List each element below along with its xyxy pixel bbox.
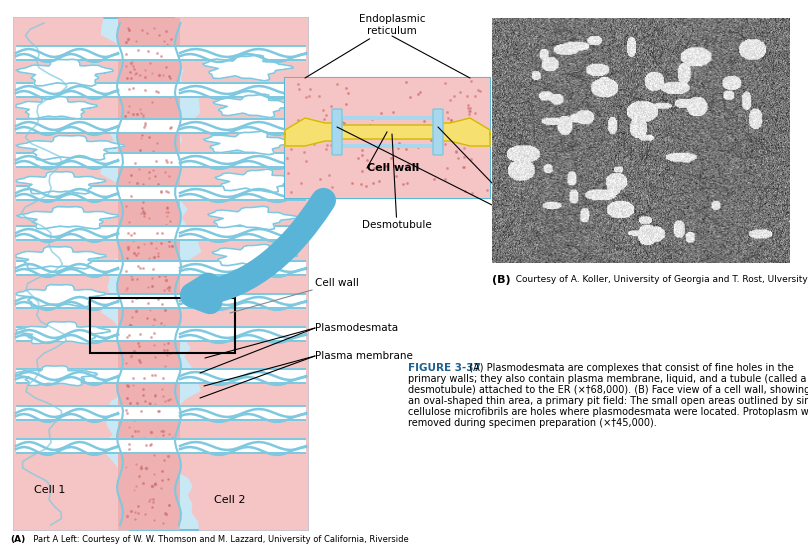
Text: (A) Plasmodesmata are complexes that consist of fine holes in the: (A) Plasmodesmata are complexes that con… bbox=[463, 363, 793, 373]
FancyBboxPatch shape bbox=[332, 109, 342, 155]
Bar bbox=[337, 78, 438, 198]
Text: Cell 2: Cell 2 bbox=[214, 495, 246, 505]
Polygon shape bbox=[285, 118, 337, 146]
Text: Cell 1: Cell 1 bbox=[34, 485, 65, 495]
Bar bbox=[16, 45, 306, 47]
Polygon shape bbox=[16, 247, 107, 269]
Text: Courtesy of A. Koller, University of Georgia and T. Rost, Ulversity of Californi: Courtesy of A. Koller, University of Geo… bbox=[510, 275, 808, 284]
Bar bbox=[14, 18, 308, 530]
Polygon shape bbox=[438, 118, 490, 146]
Polygon shape bbox=[212, 244, 297, 268]
Bar bbox=[16, 225, 306, 227]
Text: an oval-shaped thin area, a primary pit field: The small open areas outlined by : an oval-shaped thin area, a primary pit … bbox=[408, 396, 808, 406]
Bar bbox=[118, 18, 180, 530]
Bar bbox=[16, 438, 306, 440]
Bar bbox=[16, 452, 306, 454]
Bar bbox=[16, 185, 306, 187]
Bar bbox=[16, 274, 306, 276]
Bar bbox=[16, 382, 306, 384]
Text: desmotubule) attached to the ER (×†68,000). (B) Face view of a cell wall, showin: desmotubule) attached to the ER (×†68,00… bbox=[408, 385, 808, 395]
Text: (B): (B) bbox=[492, 275, 511, 285]
Bar bbox=[16, 199, 306, 201]
FancyArrowPatch shape bbox=[192, 200, 323, 302]
Bar bbox=[16, 307, 306, 309]
Bar bbox=[16, 59, 306, 61]
Bar bbox=[16, 405, 306, 407]
Text: Desmotubule: Desmotubule bbox=[362, 134, 431, 230]
Polygon shape bbox=[213, 94, 296, 118]
Bar bbox=[16, 340, 306, 342]
Bar bbox=[16, 260, 306, 262]
Text: (A): (A) bbox=[10, 535, 25, 544]
Bar bbox=[16, 46, 306, 60]
Text: Cell wall: Cell wall bbox=[230, 278, 359, 313]
Polygon shape bbox=[158, 18, 308, 530]
FancyBboxPatch shape bbox=[433, 109, 443, 155]
Polygon shape bbox=[203, 55, 292, 81]
Bar bbox=[16, 119, 306, 133]
Polygon shape bbox=[204, 131, 298, 155]
Bar bbox=[16, 419, 306, 421]
Text: Plasmodesmata: Plasmodesmata bbox=[315, 323, 398, 333]
Polygon shape bbox=[16, 171, 106, 194]
Polygon shape bbox=[215, 169, 301, 193]
Bar bbox=[90, 298, 235, 353]
Bar bbox=[16, 96, 306, 98]
Bar bbox=[16, 293, 306, 295]
Bar bbox=[435, 78, 490, 198]
Polygon shape bbox=[16, 285, 106, 307]
Bar bbox=[16, 326, 306, 328]
Polygon shape bbox=[16, 321, 111, 344]
Bar bbox=[16, 239, 306, 241]
Polygon shape bbox=[16, 97, 97, 119]
Polygon shape bbox=[16, 59, 113, 86]
Bar bbox=[16, 439, 306, 453]
Bar bbox=[337, 144, 438, 148]
Text: primary walls; they also contain plasma membrane, liquid, and a tubule (called a: primary walls; they also contain plasma … bbox=[408, 374, 806, 384]
Polygon shape bbox=[208, 206, 297, 230]
Bar bbox=[16, 152, 306, 154]
Bar bbox=[16, 261, 306, 275]
Bar bbox=[16, 294, 306, 308]
FancyBboxPatch shape bbox=[336, 125, 439, 139]
Bar bbox=[16, 132, 306, 134]
Text: Endoplasmic
reticulum: Endoplasmic reticulum bbox=[305, 15, 425, 78]
Text: Plasma
membrane: Plasma membrane bbox=[438, 127, 555, 229]
Bar bbox=[16, 82, 306, 84]
Bar bbox=[337, 116, 438, 120]
Bar bbox=[16, 226, 306, 240]
Polygon shape bbox=[16, 136, 124, 160]
Bar bbox=[337, 78, 438, 198]
Text: FIGURE 3-37: FIGURE 3-37 bbox=[408, 363, 481, 373]
Text: removed during specimen preparation (×†45,000).: removed during specimen preparation (×†4… bbox=[408, 418, 657, 428]
Text: Cell wall: Cell wall bbox=[367, 163, 419, 173]
Text: Plasma membrane: Plasma membrane bbox=[315, 351, 413, 361]
Bar bbox=[16, 83, 306, 97]
Text: cellulose microfibrils are holes where plasmodesmata were located. Protoplasm wa: cellulose microfibrils are holes where p… bbox=[408, 407, 808, 417]
Bar bbox=[16, 369, 306, 383]
Bar bbox=[16, 153, 306, 167]
Bar bbox=[285, 78, 490, 198]
Bar bbox=[16, 186, 306, 200]
Bar bbox=[285, 78, 340, 198]
Bar bbox=[16, 406, 306, 420]
Polygon shape bbox=[16, 365, 97, 386]
Bar bbox=[16, 118, 306, 120]
Bar bbox=[16, 368, 306, 370]
Polygon shape bbox=[16, 206, 119, 229]
Polygon shape bbox=[14, 18, 138, 530]
Text: Part A Left: Courtesy of W. W. Thomson and M. Lazzard, University of California,: Part A Left: Courtesy of W. W. Thomson a… bbox=[28, 535, 409, 544]
Bar bbox=[16, 166, 306, 168]
Bar bbox=[16, 327, 306, 341]
